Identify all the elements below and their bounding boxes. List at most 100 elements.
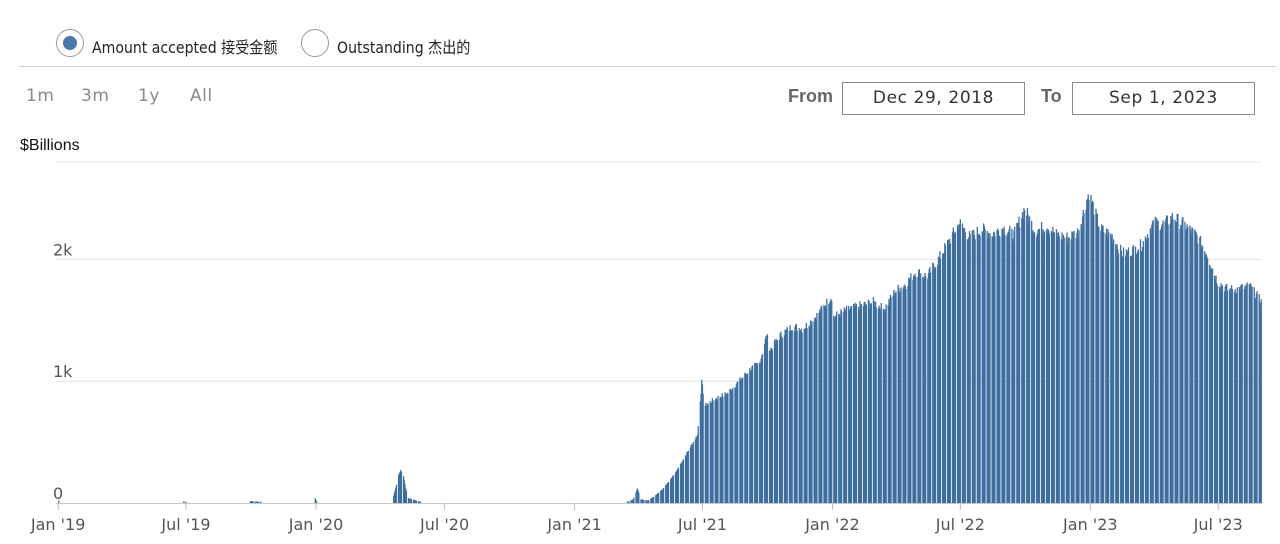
bar[interactable] — [1174, 219, 1176, 503]
bar[interactable] — [790, 330, 792, 503]
radio-outstanding[interactable] — [301, 29, 329, 57]
bar[interactable] — [824, 305, 827, 503]
bar[interactable] — [783, 335, 786, 503]
bar[interactable] — [766, 334, 769, 503]
bar[interactable] — [1194, 229, 1196, 503]
bar[interactable] — [418, 501, 420, 503]
bar[interactable] — [1051, 233, 1053, 503]
bar[interactable] — [643, 499, 645, 503]
bar[interactable] — [957, 224, 959, 503]
bar[interactable] — [736, 382, 738, 503]
bar[interactable] — [650, 498, 652, 503]
bar[interactable] — [1248, 283, 1250, 503]
bar[interactable] — [744, 374, 747, 503]
bar[interactable] — [855, 303, 858, 503]
bar[interactable] — [939, 251, 941, 503]
bar[interactable] — [1190, 233, 1192, 503]
bar[interactable] — [900, 287, 902, 503]
bar[interactable] — [875, 307, 877, 503]
bar[interactable] — [1254, 298, 1256, 503]
bar[interactable] — [685, 455, 687, 503]
bar[interactable] — [951, 232, 954, 503]
bar[interactable] — [414, 500, 417, 503]
bar[interactable] — [1199, 235, 1202, 504]
bar[interactable] — [1220, 283, 1222, 503]
bar[interactable] — [1216, 283, 1218, 503]
bar[interactable] — [185, 501, 187, 503]
bar[interactable] — [824, 307, 826, 503]
bar[interactable] — [814, 317, 816, 503]
bar[interactable] — [1259, 305, 1262, 503]
bar[interactable] — [864, 301, 866, 503]
bar[interactable] — [1017, 223, 1019, 503]
bar[interactable] — [799, 332, 801, 503]
bar[interactable] — [917, 270, 920, 503]
bar[interactable] — [1229, 288, 1231, 503]
bar[interactable] — [885, 304, 887, 503]
bar[interactable] — [883, 313, 885, 503]
bar[interactable] — [405, 488, 407, 503]
bar[interactable] — [1185, 228, 1188, 503]
bar[interactable] — [942, 253, 945, 503]
bar[interactable] — [720, 398, 723, 503]
bar[interactable] — [1201, 245, 1203, 503]
bar[interactable] — [412, 499, 415, 503]
bar[interactable] — [1253, 287, 1255, 503]
bar[interactable] — [795, 324, 798, 503]
bar[interactable] — [932, 262, 934, 503]
bar[interactable] — [1076, 232, 1078, 504]
bar[interactable] — [1062, 239, 1064, 503]
bar[interactable] — [1231, 289, 1233, 503]
bar[interactable] — [784, 329, 786, 503]
bar[interactable] — [944, 245, 947, 504]
bar[interactable] — [1053, 232, 1055, 503]
bar[interactable] — [393, 495, 395, 503]
bar[interactable] — [1063, 237, 1065, 504]
bar[interactable] — [1067, 237, 1070, 503]
bar[interactable] — [645, 500, 648, 503]
bar[interactable] — [1185, 229, 1187, 503]
bar[interactable] — [1157, 220, 1159, 503]
bar[interactable] — [696, 437, 698, 503]
bar[interactable] — [1160, 228, 1162, 503]
bar[interactable] — [721, 393, 723, 503]
bar[interactable] — [1048, 233, 1050, 503]
bar[interactable] — [1219, 288, 1221, 503]
bar[interactable] — [1045, 230, 1048, 504]
bar[interactable] — [949, 243, 952, 503]
bar[interactable] — [844, 309, 846, 503]
bar[interactable] — [1235, 293, 1237, 503]
bar[interactable] — [834, 317, 836, 503]
bar[interactable] — [1055, 229, 1058, 503]
bar[interactable] — [775, 338, 777, 503]
bar[interactable] — [1026, 215, 1028, 503]
bar[interactable] — [661, 489, 663, 503]
bar[interactable] — [255, 501, 257, 504]
bar[interactable] — [730, 391, 733, 503]
bar[interactable] — [1120, 244, 1122, 503]
legend-label-outstanding[interactable]: Outstanding 杰出的 — [337, 38, 471, 57]
bar[interactable] — [800, 330, 802, 503]
bar[interactable] — [1091, 200, 1094, 504]
bar[interactable] — [850, 305, 853, 503]
bar[interactable] — [660, 490, 663, 503]
bar[interactable] — [747, 373, 749, 504]
bar[interactable] — [1086, 198, 1089, 503]
bar[interactable] — [627, 501, 629, 503]
bar[interactable] — [730, 388, 732, 503]
bar[interactable] — [1246, 282, 1248, 503]
bar[interactable] — [978, 234, 981, 503]
bar[interactable] — [646, 500, 648, 503]
zoom-button-all[interactable]: All — [190, 86, 213, 106]
bar[interactable] — [775, 340, 778, 503]
bar[interactable] — [893, 289, 895, 503]
bar[interactable] — [1230, 285, 1233, 503]
bar[interactable] — [1092, 202, 1094, 503]
bar[interactable] — [1140, 251, 1142, 503]
bar[interactable] — [1080, 224, 1082, 503]
bar[interactable] — [1018, 216, 1020, 503]
bar[interactable] — [1226, 290, 1229, 503]
bar[interactable] — [780, 331, 782, 503]
bar[interactable] — [1255, 293, 1257, 503]
bar[interactable] — [781, 337, 783, 503]
